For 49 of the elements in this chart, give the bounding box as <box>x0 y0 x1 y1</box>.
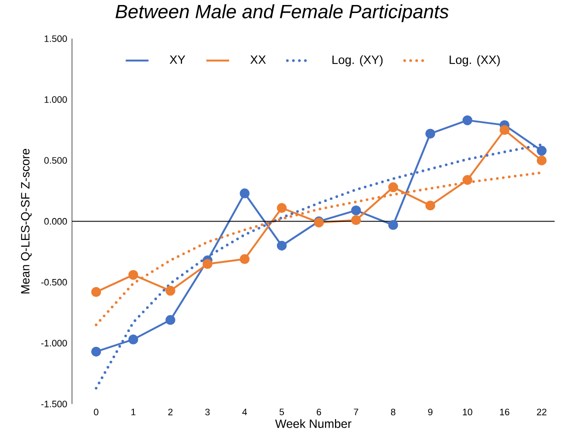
point <box>425 128 436 139</box>
x-tick-label: 22 <box>536 408 546 416</box>
y-tick-label: -1.500 <box>41 400 67 408</box>
x-tick-label: 4 <box>242 408 247 416</box>
x-tick-label: 5 <box>280 408 284 416</box>
point <box>165 315 176 325</box>
point <box>91 346 102 357</box>
point <box>351 215 361 226</box>
point <box>128 334 138 344</box>
point <box>128 270 138 280</box>
x-tick-label: 10 <box>462 408 472 416</box>
point <box>462 174 472 185</box>
point <box>500 125 510 135</box>
y-tick-label: 0.500 <box>44 157 67 164</box>
point <box>462 115 472 126</box>
x-tick-label: 9 <box>428 408 432 416</box>
x-tick-label: 8 <box>390 408 396 416</box>
legend-label: Log. (XY) <box>332 55 383 66</box>
legend-label: XX <box>250 55 266 64</box>
point <box>276 240 287 251</box>
point <box>536 146 547 156</box>
legend-label: Log. (XX) <box>450 55 500 66</box>
x-axis-title: Week Number <box>275 419 352 428</box>
point <box>165 286 176 296</box>
y-axis-title: Mean Q-LES-Q-SF Z-score <box>21 148 32 294</box>
point <box>91 287 102 297</box>
y-tick-label: -0.500 <box>41 278 67 286</box>
point <box>202 259 212 269</box>
y-tick-label: -1.000 <box>41 340 67 346</box>
x-tick-label: 2 <box>168 408 173 416</box>
point <box>276 203 287 213</box>
x-tick-label: 3 <box>205 408 210 416</box>
y-tick-label: 0.000 <box>44 218 67 225</box>
point <box>351 205 361 216</box>
point <box>536 156 547 166</box>
x-tick-label: 1 <box>131 408 136 416</box>
point <box>240 254 250 264</box>
point <box>388 182 398 192</box>
x-tick-label: 0 <box>94 408 98 416</box>
chart-title: Between Male and Female Participants <box>116 4 449 22</box>
legend-label: XY <box>170 55 186 64</box>
point <box>240 188 250 198</box>
x-tick-label: 6 <box>316 408 322 416</box>
x-tick-label: 7 <box>354 408 358 416</box>
x-tick-label: 16 <box>500 408 510 416</box>
point <box>388 220 398 230</box>
y-tick-label: 1.500 <box>44 35 67 42</box>
y-tick-label: 1.000 <box>44 96 67 103</box>
point <box>425 200 436 210</box>
